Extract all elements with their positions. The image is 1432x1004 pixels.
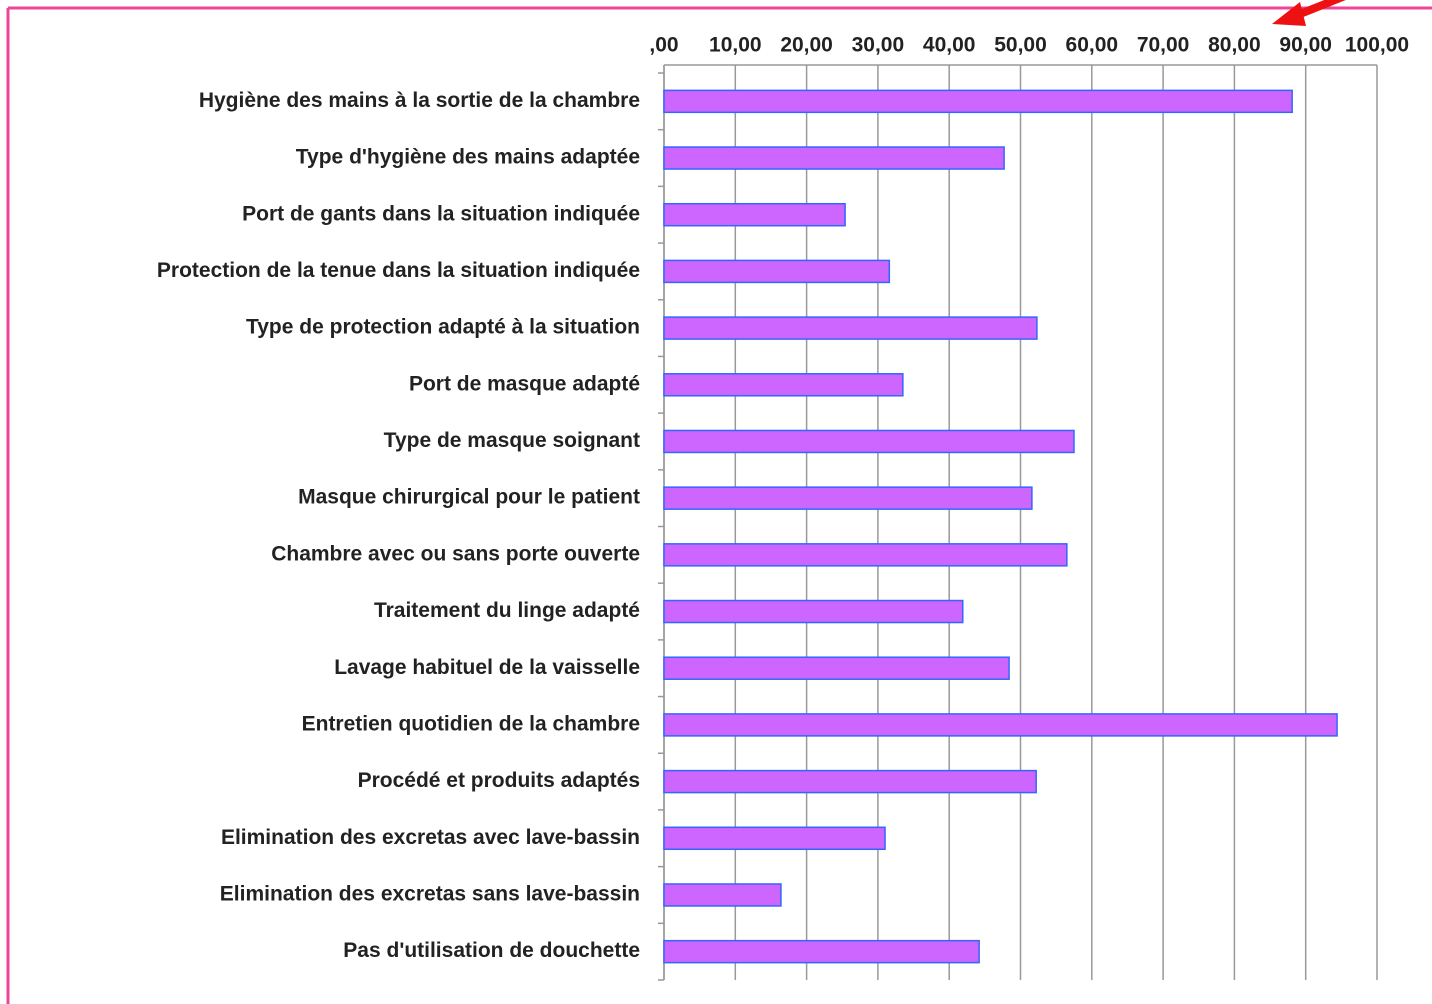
- bar: [663, 316, 1038, 340]
- y-tick-label: Port de gants dans la situation indiquée: [242, 202, 640, 225]
- x-tick-label: 100,00: [1345, 34, 1409, 57]
- bar: [663, 429, 1075, 454]
- x-tick-label: 80,00: [1208, 34, 1261, 57]
- bar: [663, 826, 886, 851]
- x-tick-label: 70,00: [1137, 34, 1190, 57]
- y-tick-label: Hygiène des mains à la sortie de la cham…: [199, 89, 640, 112]
- x-tick-label: ,00: [649, 34, 678, 57]
- bar: [663, 769, 1037, 794]
- bar: [663, 543, 1068, 567]
- bar: [663, 883, 782, 907]
- bar: [663, 486, 1033, 510]
- y-tick-label: Chambre avec ou sans porte ouverte: [271, 542, 640, 565]
- y-tick-label: Type de protection adapté à la situation: [246, 316, 640, 339]
- y-tick-label: Elimination des excretas sans lave-bassi…: [220, 883, 640, 906]
- bar: [663, 656, 1010, 680]
- y-tick-label: Type de masque soignant: [384, 429, 640, 452]
- bar: [663, 89, 1293, 114]
- bar: [663, 146, 1005, 170]
- bar: [663, 259, 891, 284]
- bar: [663, 599, 964, 624]
- y-tick-label: Elimination des excretas avec lave-bassi…: [221, 826, 640, 849]
- x-tick-label: 50,00: [994, 34, 1047, 57]
- y-tick-label: Procédé et produits adaptés: [358, 769, 640, 792]
- x-tick-label: 10,00: [709, 34, 762, 57]
- bar: [663, 202, 846, 227]
- y-tick-label: Pas d'utilisation de douchette: [343, 939, 640, 962]
- y-tick-label: Port de masque adapté: [409, 372, 640, 395]
- y-tick-label: Protection de la tenue dans la situation…: [157, 259, 640, 282]
- x-tick-label: 40,00: [923, 34, 976, 57]
- y-tick-label: Traitement du linge adapté: [374, 599, 640, 622]
- bar: [663, 373, 904, 397]
- bar: [663, 939, 980, 964]
- x-tick-label: 30,00: [852, 34, 905, 57]
- x-tick-label: 90,00: [1279, 34, 1332, 57]
- y-tick-label: Type d'hygiène des mains adaptée: [296, 146, 640, 169]
- x-tick-label: 60,00: [1066, 34, 1119, 57]
- y-tick-label: Entretien quotidien de la chambre: [302, 712, 640, 735]
- arrow: [1272, 0, 1346, 26]
- bar: [663, 713, 1338, 737]
- y-tick-label: Lavage habituel de la vaisselle: [334, 656, 640, 679]
- y-tick-label: Masque chirurgical pour le patient: [298, 486, 640, 509]
- x-tick-label: 20,00: [780, 34, 833, 57]
